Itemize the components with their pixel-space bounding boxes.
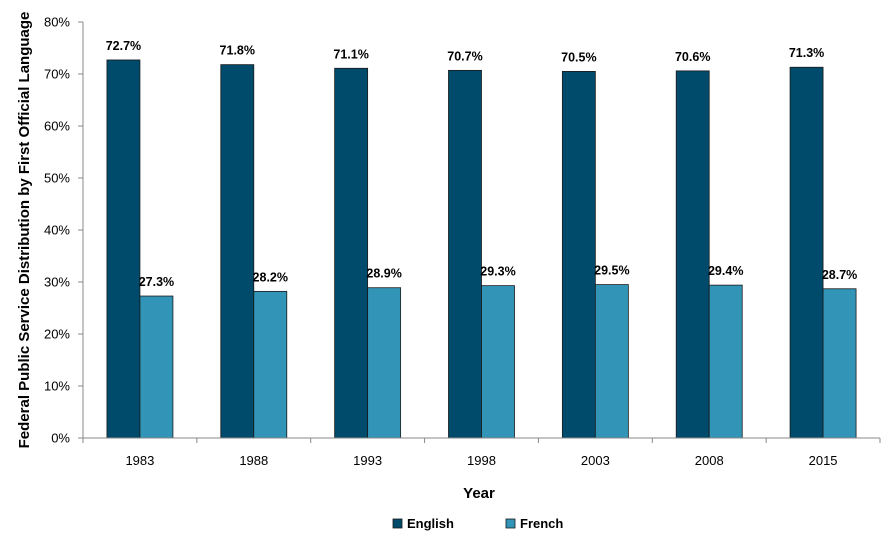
x-tick-label: 2015 xyxy=(809,453,838,468)
bar-french-1988 xyxy=(253,290,288,439)
data-label-french-2015: 28.7% xyxy=(822,268,857,282)
bar-french-1998 xyxy=(481,285,515,439)
bar-english-2008 xyxy=(675,70,710,439)
legend-item-french: French xyxy=(505,516,563,531)
bar-english-2003 xyxy=(561,71,596,439)
bar-group-1983: 72.7% 27.3% xyxy=(106,39,174,439)
x-tick-label: 2008 xyxy=(695,453,724,468)
legend-item-english: English xyxy=(392,516,454,531)
data-label-french-1998: 29.3% xyxy=(480,265,515,279)
y-tick-label: 0% xyxy=(51,431,70,446)
bar-english-1998 xyxy=(448,69,482,439)
legend-swatch xyxy=(392,518,403,529)
x-tick-label: 1983 xyxy=(125,453,154,468)
y-tick-label: 50% xyxy=(44,171,70,186)
legend-label: English xyxy=(407,516,454,531)
data-label-english-1998: 70.7% xyxy=(447,49,482,63)
bar-group-1993: 71.1% 28.9% xyxy=(333,47,402,439)
bar-group-1988: 71.8% 28.2% xyxy=(220,44,288,439)
bar-group-2003: 70.5% 29.5% xyxy=(561,50,630,439)
data-label-english-1988: 71.8% xyxy=(220,44,255,58)
y-tick-label: 10% xyxy=(44,379,70,394)
y-axis-title: Federal Public Service Distribution by F… xyxy=(16,12,33,449)
plot-area: 72.7% 27.3% 71.8% 28.2% 71.1% 28.9% 70.7% 29.3%… xyxy=(106,39,857,439)
y-tick-label: 20% xyxy=(44,327,70,342)
bar-english-2015 xyxy=(789,66,824,439)
y-tick-label: 70% xyxy=(44,67,70,82)
y-tick-label: 60% xyxy=(44,119,70,134)
x-axis: 1983 1988 1993 1998 2003 2008 2015 xyxy=(82,438,881,468)
data-label-french-1983: 27.3% xyxy=(139,275,174,289)
legend-swatch xyxy=(505,518,516,529)
data-label-english-2015: 71.3% xyxy=(789,46,824,60)
bar-french-1983 xyxy=(139,295,174,439)
data-label-english-2008: 70.6% xyxy=(675,50,710,64)
bar-group-2015: 71.3% 28.7% xyxy=(789,46,857,439)
legend-label: French xyxy=(520,516,563,531)
bar-french-2015 xyxy=(822,288,857,439)
y-tick-label: 30% xyxy=(44,275,70,290)
y-tick-label: 80% xyxy=(44,15,70,30)
x-axis-title: Year xyxy=(463,485,495,502)
x-tick-label: 1988 xyxy=(239,453,268,468)
bar-french-1993 xyxy=(367,287,402,439)
bar-english-1988 xyxy=(220,64,255,439)
data-label-french-2003: 29.5% xyxy=(594,264,629,278)
data-label-english-1993: 71.1% xyxy=(333,47,368,61)
y-tick-label: 40% xyxy=(44,223,70,238)
y-axis: 0% 10% 20% 30% 40% 50% 60% 70% 80% xyxy=(44,15,83,446)
data-label-french-1988: 28.2% xyxy=(253,270,288,284)
x-tick-label: 1993 xyxy=(353,453,382,468)
bar-group-2008: 70.6% 29.4% xyxy=(675,50,743,439)
data-label-english-2003: 70.5% xyxy=(561,50,596,64)
bar-group-1998: 70.7% 29.3% xyxy=(447,49,516,439)
bar-french-2003 xyxy=(594,284,629,439)
x-tick-label: 1998 xyxy=(467,453,496,468)
legend: English French xyxy=(392,516,563,531)
bar-english-1993 xyxy=(334,67,369,439)
x-tick-label: 2003 xyxy=(581,453,610,468)
bar-french-2008 xyxy=(708,284,743,439)
data-label-french-1993: 28.9% xyxy=(366,267,401,281)
data-label-english-1983: 72.7% xyxy=(106,39,141,53)
data-label-french-2008: 29.4% xyxy=(708,264,743,278)
bar-english-1983 xyxy=(106,59,141,439)
